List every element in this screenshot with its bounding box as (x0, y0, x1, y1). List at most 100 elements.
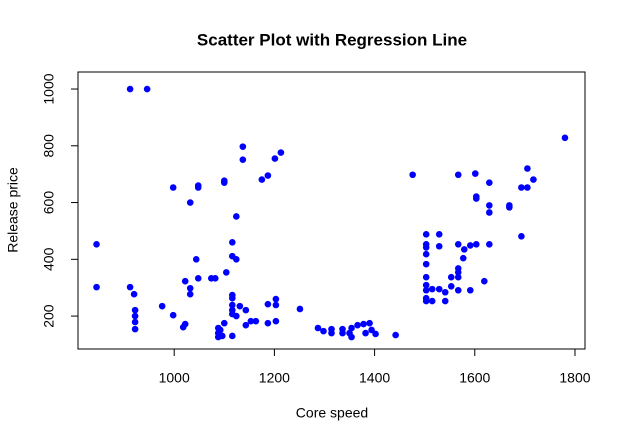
point (518, 184, 525, 191)
point (339, 329, 346, 337)
y-tick-label: 800 (41, 134, 57, 158)
point (348, 324, 355, 332)
x-tick-label: 1000 (159, 370, 190, 386)
point (366, 319, 373, 327)
point (506, 204, 513, 211)
point (320, 327, 327, 335)
point (272, 295, 280, 303)
point (186, 284, 194, 292)
point (348, 333, 355, 341)
point (372, 330, 379, 338)
point (233, 213, 240, 220)
point (229, 238, 236, 246)
point (472, 195, 480, 202)
point (486, 179, 493, 186)
x-tick-label: 1200 (259, 370, 290, 386)
point (186, 199, 194, 206)
x-tick-label: 1600 (459, 370, 490, 386)
point (131, 318, 139, 326)
point (435, 285, 443, 293)
point (454, 269, 462, 276)
y-tick-label: 400 (41, 247, 57, 271)
point (441, 288, 449, 296)
point (428, 285, 436, 293)
point (233, 312, 240, 320)
point (169, 311, 177, 319)
point (524, 184, 531, 191)
point (271, 155, 279, 162)
point (472, 240, 480, 248)
point (131, 325, 139, 333)
point (211, 275, 219, 282)
point (428, 297, 436, 305)
point (422, 260, 430, 268)
point (460, 246, 468, 253)
point (131, 306, 139, 314)
point (93, 240, 100, 248)
point (368, 326, 375, 334)
point (392, 331, 399, 339)
point (158, 302, 166, 310)
point (314, 324, 322, 332)
x-tick-label: 1400 (359, 370, 390, 386)
chart-title: Scatter Plot with Regression Line (197, 30, 467, 49)
y-tick-label: 1000 (41, 73, 57, 104)
x-tick-label: 1800 (559, 370, 590, 386)
point (360, 320, 367, 328)
point (258, 176, 266, 183)
point (181, 320, 189, 328)
point (229, 301, 236, 309)
point (131, 312, 139, 320)
point (169, 184, 177, 191)
point (441, 297, 449, 305)
point (233, 256, 240, 263)
y-axis-label: Release price (5, 167, 21, 253)
point (481, 277, 488, 285)
point (296, 305, 304, 313)
point (229, 294, 236, 302)
point (454, 286, 462, 294)
point (239, 143, 247, 150)
point (252, 317, 260, 325)
point (264, 172, 272, 179)
point (130, 290, 138, 298)
point (216, 326, 224, 334)
point (328, 325, 335, 333)
point (422, 286, 430, 294)
point (454, 240, 462, 248)
point (530, 176, 537, 183)
point (518, 233, 525, 240)
point (422, 297, 430, 305)
point (222, 269, 230, 276)
point (466, 242, 474, 249)
point (486, 209, 493, 216)
point (218, 332, 226, 340)
point (561, 134, 569, 142)
point (486, 202, 493, 209)
point (524, 165, 531, 172)
point (435, 231, 443, 238)
point (242, 306, 250, 314)
point (454, 273, 462, 281)
point (229, 332, 236, 340)
point (194, 182, 202, 189)
point (264, 300, 272, 308)
point (447, 282, 455, 290)
point (194, 275, 202, 282)
point (126, 85, 134, 93)
point (486, 240, 493, 248)
plot-box (77, 71, 586, 350)
point (409, 171, 416, 179)
point (422, 231, 430, 238)
point (422, 244, 430, 251)
point (220, 319, 228, 327)
point (186, 290, 194, 298)
x-axis-label: Core speed (296, 405, 368, 421)
point (242, 321, 250, 329)
point (272, 301, 280, 309)
point (272, 317, 280, 325)
point (447, 273, 455, 281)
point (236, 302, 244, 310)
point (277, 149, 285, 156)
